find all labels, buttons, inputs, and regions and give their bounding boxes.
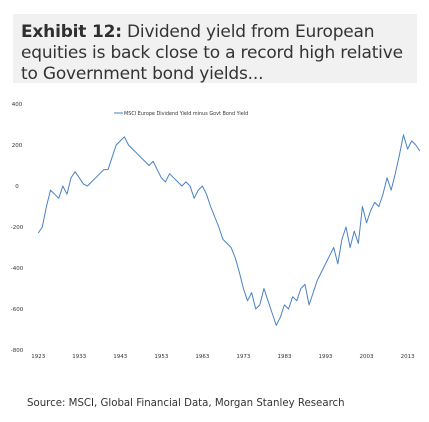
- y-tick-label: -600: [11, 307, 24, 313]
- x-tick-label: 1933: [72, 354, 86, 360]
- exhibit-title: Exhibit 12: Dividend yield from European…: [21, 22, 416, 85]
- y-tick-label: 0: [15, 184, 19, 190]
- dividend-yield-line-chart: 400 200 0 -200 -400 -600 -800 1923 1933 1943 1953…: [11, 102, 421, 360]
- x-tick-label: 1953: [154, 354, 168, 360]
- y-tick-label: -800: [11, 348, 24, 354]
- x-tick-label: 2013: [401, 354, 415, 360]
- x-axis-tick-labels: 1923 1933 1943 1953 1963 1973 1983 1993 2003 2013: [31, 354, 415, 360]
- y-tick-label: -400: [11, 266, 24, 272]
- x-tick-label: 1973: [236, 354, 250, 360]
- source-note: Source: MSCI, Global Financial Data, Mor…: [27, 398, 345, 409]
- y-tick-label: 400: [12, 102, 23, 108]
- series-lines: [37, 134, 421, 326]
- exhibit-title-text: Dividend yield from European equities is…: [21, 22, 403, 84]
- x-tick-label: 1993: [319, 354, 333, 360]
- exhibit-label: Exhibit 12:: [21, 22, 122, 42]
- exhibit-header: Exhibit 12: Dividend yield from European…: [13, 14, 417, 85]
- series-line: [37, 134, 421, 326]
- x-tick-label: 1963: [195, 354, 209, 360]
- legend-label: MSCI Europe Dividend Yield minus Govt Bo…: [124, 111, 248, 117]
- y-axis-tick-labels: 400 200 0 -200 -400 -600 -800: [11, 102, 24, 354]
- x-tick-label: 2003: [360, 354, 374, 360]
- y-tick-label: 200: [12, 143, 23, 149]
- y-tick-label: -200: [11, 225, 24, 231]
- chart-legend: MSCI Europe Dividend Yield minus Govt Bo…: [114, 111, 248, 117]
- x-tick-label: 1983: [277, 354, 291, 360]
- x-tick-label: 1923: [31, 354, 45, 360]
- x-tick-label: 1943: [113, 354, 127, 360]
- chart-area: 400 200 0 -200 -400 -600 -800 1923 1933 1943 1953…: [0, 90, 429, 360]
